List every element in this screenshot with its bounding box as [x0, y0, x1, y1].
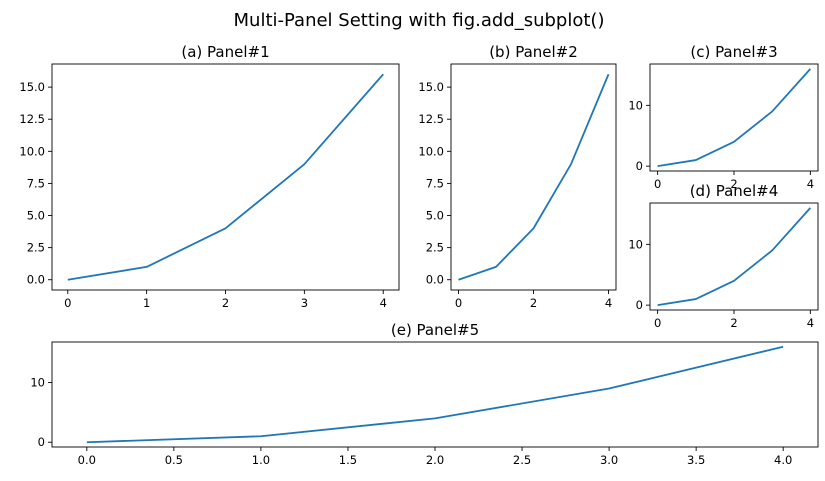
panel-1-xtick-label: 4 — [380, 296, 387, 310]
panel-3-series-line — [657, 68, 812, 168]
panel-2-ytick-label: 10.0 — [418, 144, 444, 158]
panel-5-xtick-label: 0.0 — [78, 453, 96, 467]
panel-3: (c) Panel#3 0 2 4 0 10 — [628, 43, 819, 191]
panel-5-xtick-label: 1.0 — [252, 453, 270, 467]
panel-4-frame — [649, 202, 819, 311]
panel-1-series-line — [67, 73, 384, 281]
panel-4-ytick-label: 0 — [636, 298, 643, 312]
panel-1-ytick-label: 2.5 — [27, 241, 45, 255]
panel-5-ytick-label: 10 — [30, 376, 45, 390]
panel-1-xtick-label: 3 — [301, 296, 308, 310]
panel-1: (a) Panel#1 0 1 2 3 4 0.0 2.5 5.0 7.5 10.0 12.5 15.0 — [19, 43, 400, 310]
panel-1-xtick-label: 1 — [143, 296, 150, 310]
panel-2-xtick-label: 4 — [605, 296, 612, 310]
panel-5-xtick-label: 3.0 — [600, 453, 618, 467]
panel-1-xtick-label: 0 — [64, 296, 71, 310]
panel-3-xtick-label: 4 — [807, 177, 814, 191]
panel-1-ytick-label: 7.5 — [27, 176, 45, 190]
panel-2-series-line — [458, 73, 610, 281]
panel-5-title: (e) Panel#5 — [391, 321, 479, 339]
panel-2: (b) Panel#2 0 2 4 0.0 2.5 5.0 7.5 10.0 12.5 15.0 — [418, 43, 617, 310]
panel-2-ytick-label: 7.5 — [426, 176, 444, 190]
panel-2-xtick-label: 0 — [455, 296, 462, 310]
panel-3-xtick-label: 2 — [730, 177, 737, 191]
panel-5-xtick-label: 4.0 — [774, 453, 792, 467]
panel-3-title: (c) Panel#3 — [690, 43, 777, 61]
panel-5-xtick-label: 3.5 — [687, 453, 705, 467]
panel-1-ytick-label: 5.0 — [27, 209, 45, 223]
panel-4-title: (d) Panel#4 — [690, 182, 779, 200]
panel-5: (e) Panel#5 0.0 0.5 1.0 1.5 2.0 2.5 3.0 3.5 4.0 0 1… — [30, 321, 819, 467]
panel-5-frame — [51, 341, 819, 448]
panel-4-xtick-label: 2 — [730, 316, 737, 330]
panel-1-title: (a) Panel#1 — [181, 43, 269, 61]
panel-5-xtick-label: 0.5 — [165, 453, 183, 467]
panel-5-xtick-label: 2.5 — [513, 453, 531, 467]
panel-4-xtick-label: 4 — [807, 316, 814, 330]
panel-2-frame — [450, 63, 617, 291]
panel-3-ytick-label: 0 — [636, 159, 643, 173]
panel-1-frame — [51, 63, 400, 291]
panel-2-ytick-label: 5.0 — [426, 209, 444, 223]
panel-5-ytick-label: 0 — [38, 435, 45, 449]
panel-4-series-line — [657, 207, 812, 307]
panel-2-xtick-label: 2 — [530, 296, 537, 310]
panel-4-xtick-label: 0 — [654, 316, 661, 330]
panel-5-series-line — [86, 345, 784, 444]
panel-4-ytick-label: 10 — [628, 237, 643, 251]
figure-title: Multi-Panel Setting with fig.add_subplot… — [234, 10, 605, 31]
panel-2-ytick-label: 12.5 — [418, 112, 444, 126]
panel-2-title: (b) Panel#2 — [489, 43, 578, 61]
panel-5-xtick-label: 1.5 — [339, 453, 357, 467]
panel-3-xtick-label: 0 — [654, 177, 661, 191]
panel-1-ytick-label: 15.0 — [19, 80, 45, 94]
panel-3-ytick-label: 10 — [628, 98, 643, 112]
panel-1-ytick-label: 0.0 — [27, 273, 45, 287]
panel-2-ytick-label: 0.0 — [426, 273, 444, 287]
panel-1-xtick-label: 2 — [222, 296, 229, 310]
panel-1-ytick-label: 12.5 — [19, 112, 45, 126]
panel-2-ytick-label: 2.5 — [426, 241, 444, 255]
panel-4: (d) Panel#4 0 2 4 0 10 — [628, 182, 819, 330]
panel-3-frame — [649, 63, 819, 172]
panel-2-ytick-label: 15.0 — [418, 80, 444, 94]
panel-5-xtick-label: 2.0 — [426, 453, 444, 467]
panel-1-ytick-label: 10.0 — [19, 144, 45, 158]
